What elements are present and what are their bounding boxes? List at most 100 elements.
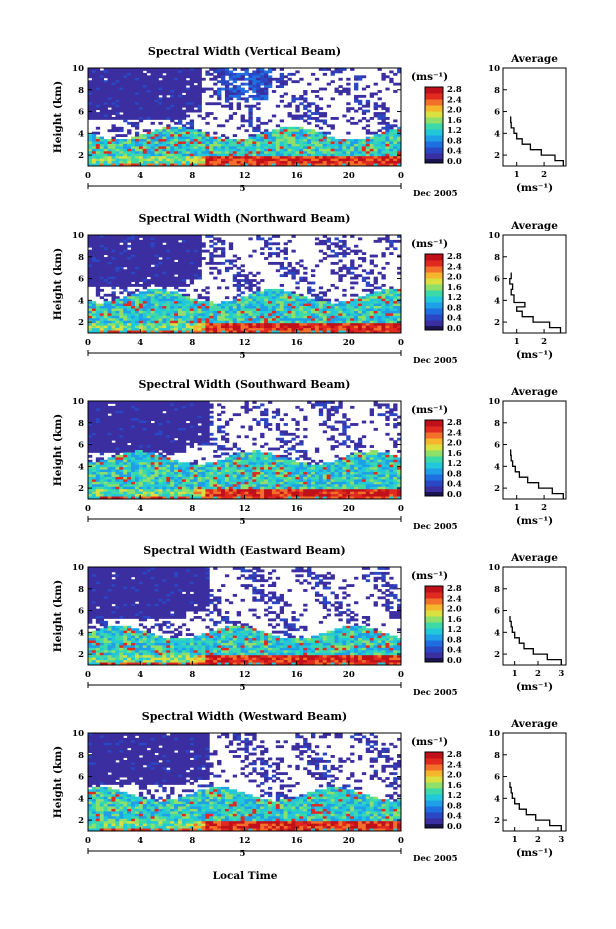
- average-x-label: (ms⁻¹): [516, 349, 553, 361]
- heatmap-cells: [88, 235, 401, 333]
- average-profile-line: [509, 272, 562, 333]
- time-tick-label: 4: [137, 504, 143, 514]
- time-tick-label: 0: [398, 504, 404, 514]
- colorbar-tick-label: 1.2: [447, 625, 462, 635]
- avg-height-tick-label: 4: [494, 462, 500, 472]
- time-tick-label: 8: [189, 504, 195, 514]
- date-day-label: 5: [240, 683, 246, 693]
- colorbar: 0.00.40.81.21.62.02.42.8: [424, 584, 462, 666]
- colorbar-tick-label: 0.4: [447, 646, 462, 656]
- avg-height-tick-label: 6: [494, 108, 500, 118]
- time-tick-label: 12: [239, 171, 251, 181]
- avg-height-tick-label: 6: [494, 441, 500, 451]
- colorbar-unit: (ms⁻¹): [411, 71, 448, 83]
- colorbar-tick-label: 1.2: [447, 791, 462, 801]
- colorbar-tick-label: 2.8: [447, 418, 462, 428]
- height-tick-label: 4: [78, 129, 84, 139]
- avg-height-tick-label: 4: [494, 794, 500, 804]
- avg-height-tick-label: 2: [494, 318, 500, 328]
- avg-height-tick-label: 10: [488, 397, 500, 407]
- height-tick-label: 6: [78, 108, 84, 118]
- avg-height-tick-label: 10: [488, 729, 500, 739]
- time-tick-label: 20: [343, 670, 355, 680]
- avg-x-tick-label: 2: [535, 835, 541, 845]
- colorbar: 0.00.40.81.21.62.02.42.8: [424, 85, 462, 167]
- height-tick-label: 8: [78, 86, 84, 96]
- colorbar-tick-label: 1.2: [447, 126, 462, 136]
- colorbar-tick-label: 2.0: [447, 106, 462, 116]
- height-tick-label: 4: [78, 462, 84, 472]
- time-tick-label: 20: [343, 338, 355, 348]
- height-tick-label: 2: [78, 318, 84, 328]
- avg-height-tick-label: 10: [488, 563, 500, 573]
- average-title: Average: [510, 220, 558, 232]
- y-axis-label: Height (km): [52, 81, 64, 153]
- date-label: Dec 2005: [413, 688, 458, 698]
- time-tick-label: 0: [85, 504, 91, 514]
- avg-x-tick-label: 2: [541, 503, 547, 513]
- heatmap-cells: [88, 733, 401, 831]
- average-x-label: (ms⁻¹): [516, 847, 553, 859]
- time-tick-label: 4: [137, 836, 143, 846]
- height-tick-label: 4: [78, 628, 84, 638]
- time-tick-label: 16: [291, 670, 303, 680]
- average-x-label: (ms⁻¹): [516, 681, 553, 693]
- time-tick-label: 8: [189, 338, 195, 348]
- average-profile-line: [510, 449, 564, 499]
- colorbar-tick-label: 0.4: [447, 812, 462, 822]
- height-tick-label: 10: [72, 397, 84, 407]
- colorbar-tick-label: 1.2: [447, 459, 462, 469]
- time-tick-label: 0: [85, 171, 91, 181]
- avg-height-tick-label: 8: [494, 253, 500, 263]
- colorbar-tick-label: 1.6: [447, 615, 462, 625]
- time-tick-label: 20: [343, 171, 355, 181]
- avg-height-tick-label: 2: [494, 484, 500, 494]
- time-tick-label: 4: [137, 338, 143, 348]
- colorbar-tick-label: 0.8: [447, 136, 462, 146]
- height-tick-label: 8: [78, 751, 84, 761]
- avg-height-tick-label: 4: [494, 628, 500, 638]
- time-tick-label: 16: [291, 171, 303, 181]
- average-profile-line: [509, 782, 562, 831]
- time-tick-label: 12: [239, 836, 251, 846]
- colorbar-tick-label: 2.8: [447, 85, 462, 95]
- colorbar: 0.00.40.81.21.62.02.42.8: [424, 418, 462, 500]
- colorbar-unit: (ms⁻¹): [411, 238, 448, 250]
- avg-height-tick-label: 8: [494, 86, 500, 96]
- colorbar-tick-label: 0.8: [447, 801, 462, 811]
- height-tick-label: 10: [72, 64, 84, 74]
- colorbar-tick-label: 1.2: [447, 293, 462, 303]
- panel-vertical: Spectral Width (Vertical Beam) Height (km…: [52, 45, 567, 199]
- time-tick-label: 8: [189, 836, 195, 846]
- avg-height-tick-label: 10: [488, 231, 500, 241]
- time-tick-label: 0: [398, 338, 404, 348]
- time-tick-label: 12: [239, 504, 251, 514]
- x-axis-label: Local Time: [213, 870, 278, 882]
- colorbar-tick-label: 2.8: [447, 584, 462, 594]
- colorbar-tick-label: 0.8: [447, 469, 462, 479]
- colorbar-tick-label: 0.8: [447, 635, 462, 645]
- avg-height-tick-label: 2: [494, 650, 500, 660]
- heatmap-cells: [88, 567, 401, 665]
- colorbar-tick-label: 1.6: [447, 283, 462, 293]
- avg-x-tick-label: 1: [514, 337, 520, 347]
- average-profile-line: [509, 616, 562, 665]
- colorbar-tick-label: 2.4: [447, 428, 462, 438]
- height-tick-label: 8: [78, 419, 84, 429]
- colorbar-tick-label: 0.0: [447, 822, 462, 832]
- time-tick-label: 0: [398, 670, 404, 680]
- time-tick-label: 0: [398, 171, 404, 181]
- avg-height-tick-label: 8: [494, 585, 500, 595]
- heatmap-cells: [88, 401, 401, 499]
- date-day-label: 5: [240, 184, 246, 194]
- avg-height-tick-label: 4: [494, 296, 500, 306]
- height-tick-label: 2: [78, 816, 84, 826]
- average-x-label: (ms⁻¹): [516, 515, 553, 527]
- date-day-label: 5: [240, 849, 246, 859]
- colorbar-tick-label: 2.0: [447, 605, 462, 615]
- panel-southward: Spectral Width (Southward Beam) Height (k…: [52, 378, 567, 532]
